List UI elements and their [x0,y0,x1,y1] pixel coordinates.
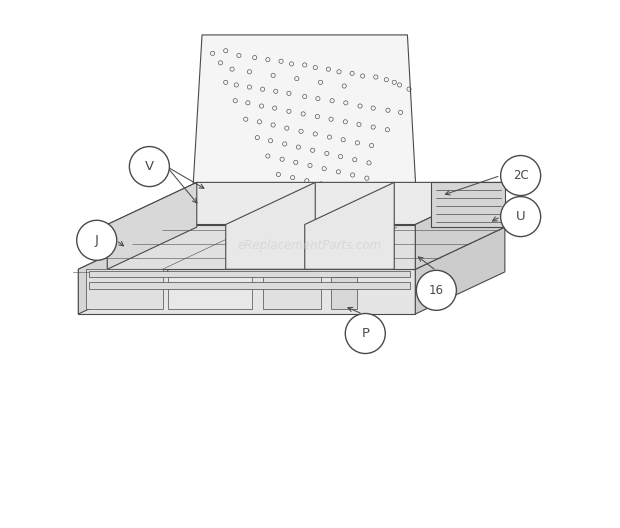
Text: V: V [145,160,154,173]
Circle shape [500,196,541,237]
Circle shape [345,314,385,354]
Polygon shape [188,275,427,281]
Text: 2C: 2C [513,169,528,182]
Polygon shape [188,35,420,275]
Polygon shape [331,277,357,309]
Polygon shape [78,227,168,314]
Polygon shape [107,224,415,269]
Polygon shape [415,227,505,314]
Text: J: J [95,234,99,247]
Polygon shape [305,182,394,269]
Text: eReplacementParts.com: eReplacementParts.com [238,239,382,252]
Polygon shape [226,182,315,269]
Text: U: U [516,210,526,223]
Polygon shape [263,275,321,309]
Text: P: P [361,327,370,340]
Circle shape [77,220,117,260]
Polygon shape [107,182,197,269]
Polygon shape [78,227,505,269]
Polygon shape [89,282,410,289]
Text: 16: 16 [429,284,444,297]
Circle shape [500,156,541,195]
Polygon shape [431,182,505,227]
Polygon shape [78,269,415,314]
Circle shape [130,147,169,186]
Polygon shape [89,271,410,277]
Circle shape [417,270,456,310]
Polygon shape [415,182,505,269]
Polygon shape [168,272,252,309]
Polygon shape [107,182,505,224]
Polygon shape [86,269,162,309]
